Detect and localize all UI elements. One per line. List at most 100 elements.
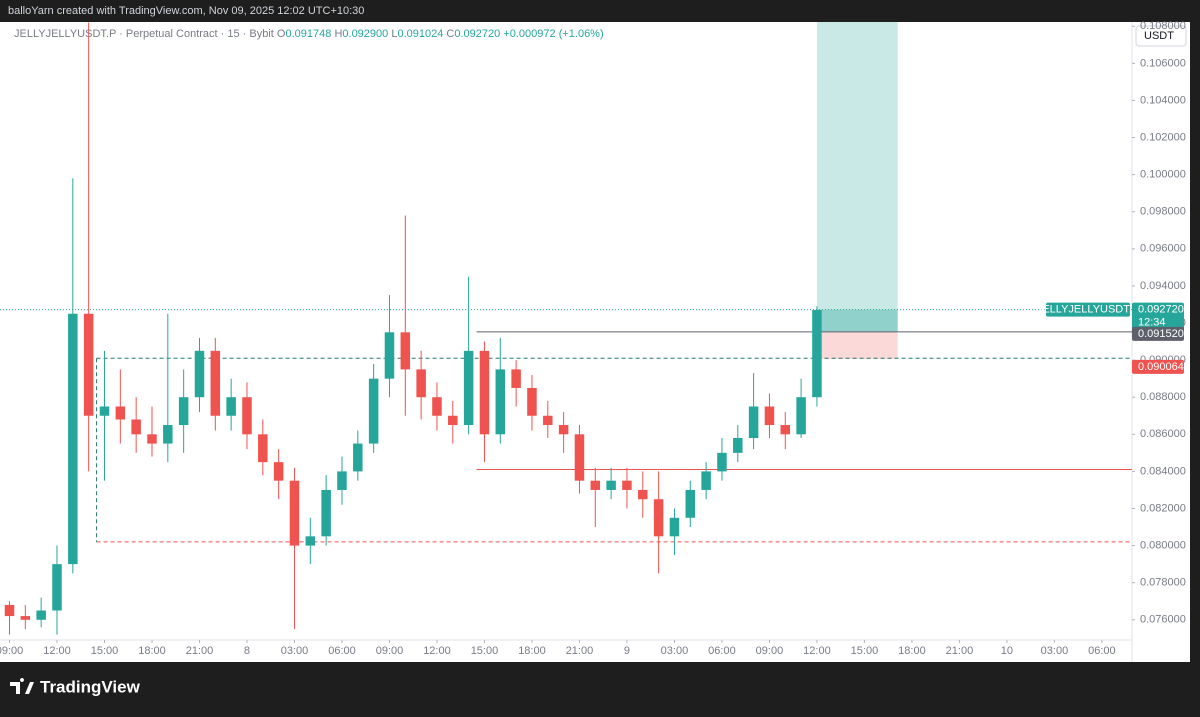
legend: JELLYJELLYUSDT.P · Perpetual Contract · … bbox=[14, 28, 604, 40]
candle-body bbox=[511, 369, 521, 388]
candle-body bbox=[733, 438, 743, 453]
y-tick-label: 0.076000 bbox=[1140, 614, 1186, 626]
chart-area bbox=[0, 22, 1190, 662]
x-tick-label: 09:00 bbox=[0, 645, 23, 657]
x-tick-label: 18:00 bbox=[898, 645, 926, 657]
candle-body bbox=[321, 489, 331, 537]
candle-body bbox=[416, 369, 426, 398]
open-pnl-zone bbox=[816, 309, 898, 332]
last-price-label: 0.092720 bbox=[1138, 304, 1184, 316]
target-zone bbox=[816, 22, 898, 332]
x-tick-label: 15:00 bbox=[471, 645, 499, 657]
x-tick-label: 21:00 bbox=[186, 645, 214, 657]
candle-body bbox=[780, 425, 791, 435]
candle-body bbox=[242, 397, 252, 435]
candle-body bbox=[590, 480, 601, 490]
x-tick-label: 09:00 bbox=[376, 645, 404, 657]
candle-body bbox=[622, 480, 632, 490]
y-tick-label: 0.088000 bbox=[1140, 391, 1186, 403]
candle-body bbox=[384, 332, 395, 379]
x-tick-label: 06:00 bbox=[1088, 645, 1116, 657]
candle-body bbox=[432, 397, 442, 416]
legend-part: 0.091024 bbox=[397, 28, 443, 40]
x-tick-label: 21:00 bbox=[566, 645, 594, 657]
y-tick-label: 0.086000 bbox=[1140, 428, 1186, 440]
candle-body bbox=[289, 480, 300, 546]
candle-body bbox=[210, 350, 221, 416]
x-tick-label: 21:00 bbox=[946, 645, 974, 657]
x-tick-label: 12:00 bbox=[43, 645, 71, 657]
candle-body bbox=[337, 471, 347, 490]
y-tick-label: 0.084000 bbox=[1140, 465, 1186, 477]
entry-tag bbox=[1132, 326, 1184, 341]
symbol-tag bbox=[1046, 302, 1130, 317]
x-tick-label: 03:00 bbox=[1041, 645, 1069, 657]
candle-body bbox=[812, 310, 822, 398]
legend-part: C bbox=[446, 28, 454, 40]
x-tick-label: 18:00 bbox=[138, 645, 166, 657]
candle-body bbox=[638, 489, 648, 500]
legend-part: 0.091748 bbox=[285, 28, 331, 40]
y-tick-label: 0.102000 bbox=[1140, 131, 1186, 143]
candle-body bbox=[99, 406, 110, 416]
candle-body bbox=[52, 564, 62, 611]
stop-tag bbox=[1132, 359, 1184, 374]
candle-body bbox=[701, 471, 711, 490]
x-tick-label: 9 bbox=[624, 645, 630, 657]
candle-body bbox=[495, 369, 506, 435]
candle-body bbox=[400, 332, 411, 370]
legend-part: O bbox=[277, 28, 286, 40]
candle-body bbox=[368, 378, 379, 444]
logo-icon bbox=[10, 678, 34, 694]
y-tick-label: 0.106000 bbox=[1140, 57, 1186, 69]
candle-body bbox=[558, 425, 569, 435]
candle-body bbox=[131, 419, 141, 435]
candle-body bbox=[748, 406, 759, 439]
candle-body bbox=[448, 415, 458, 426]
x-tick-label: 15:00 bbox=[851, 645, 879, 657]
y-tick-label: 0.078000 bbox=[1140, 577, 1186, 589]
y-tick-label: 0.082000 bbox=[1140, 502, 1186, 514]
currency: USDT bbox=[1144, 30, 1174, 42]
legend-part: 0.092720 bbox=[454, 28, 500, 40]
y-tick-label: 0.108000 bbox=[1140, 20, 1186, 32]
logo: TradingView bbox=[40, 677, 141, 696]
countdown: 12:34 bbox=[1138, 317, 1166, 329]
candle-body bbox=[669, 517, 680, 537]
legend-part: 0.092900 bbox=[342, 28, 388, 40]
y-tick-label: 0.098000 bbox=[1140, 206, 1186, 218]
candle-body bbox=[574, 434, 585, 481]
x-tick-label: 8 bbox=[244, 645, 250, 657]
y-tick-label: 0.080000 bbox=[1140, 539, 1186, 551]
candle-body bbox=[4, 604, 15, 617]
y-tick-label: 0.104000 bbox=[1140, 94, 1186, 106]
x-tick-label: 06:00 bbox=[708, 645, 736, 657]
x-tick-label: 15:00 bbox=[91, 645, 119, 657]
legend-part: · Perpetual Contract · 15 · Bybit bbox=[119, 28, 274, 40]
candle-body bbox=[36, 610, 46, 620]
x-tick-label: 03:00 bbox=[661, 645, 689, 657]
candle-body bbox=[20, 616, 31, 620]
candle-body bbox=[543, 415, 553, 426]
y-tick-label: 0.096000 bbox=[1140, 243, 1186, 255]
stop-label: 0.090064 bbox=[1138, 361, 1184, 373]
candle-body bbox=[353, 443, 363, 472]
legend-part: L bbox=[391, 28, 397, 40]
currency-box bbox=[1135, 25, 1187, 47]
y-tick-label: 0.100000 bbox=[1140, 169, 1186, 181]
last-price-tag bbox=[1132, 302, 1184, 331]
stop-zone bbox=[816, 331, 898, 359]
entry-label: 0.091520 bbox=[1138, 328, 1184, 340]
x-tick-label: 03:00 bbox=[281, 645, 309, 657]
candle-body bbox=[527, 387, 537, 416]
author-line: balloYarn created with TradingView.com, … bbox=[8, 5, 364, 17]
candle-body bbox=[606, 480, 616, 490]
candle-body bbox=[115, 406, 126, 420]
candle-body bbox=[68, 313, 78, 565]
candle-body bbox=[305, 536, 316, 546]
x-tick-label: 18:00 bbox=[518, 645, 546, 657]
legend-part: H bbox=[334, 28, 342, 40]
candle-body bbox=[163, 425, 173, 444]
x-tick-label: 10 bbox=[1001, 645, 1013, 657]
candle-body bbox=[147, 434, 157, 444]
